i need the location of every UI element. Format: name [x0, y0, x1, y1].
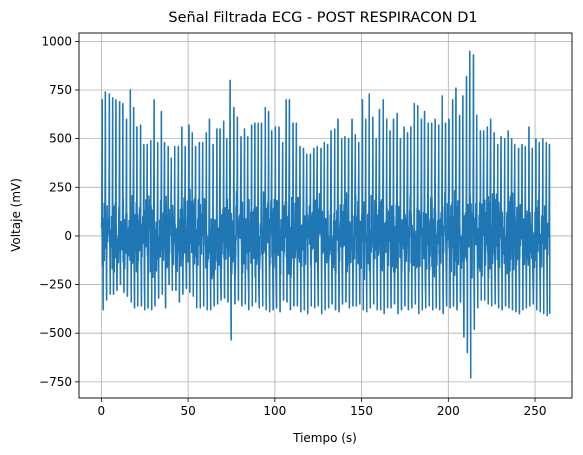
series-layer	[100, 50, 551, 379]
y-axis: −750 −500 −250 0 250 500 750 1000	[39, 34, 79, 389]
y-tick-label: 1000	[41, 34, 72, 48]
x-axis: 0 50 100 150 200 250	[98, 398, 547, 418]
x-axis-label: Tiempo (s)	[292, 431, 357, 445]
x-tick-label: 50	[180, 404, 195, 418]
plot-area	[100, 50, 551, 379]
y-tick-label: 750	[49, 83, 72, 97]
x-tick-label: 250	[524, 404, 547, 418]
y-tick-label: −750	[39, 375, 72, 389]
y-tick-label: −250	[39, 278, 72, 292]
x-tick-label: 0	[98, 404, 106, 418]
y-tick-label: 250	[49, 180, 72, 194]
x-tick-label: 200	[437, 404, 460, 418]
y-axis-label: Voltaje (mV)	[9, 178, 23, 252]
y-tick-label: 0	[64, 229, 72, 243]
x-tick-label: 150	[350, 404, 373, 418]
y-tick-label: −500	[39, 326, 72, 340]
chart-title: Señal Filtrada ECG - POST RESPIRACON D1	[168, 10, 477, 26]
axes-frame	[78, 32, 573, 399]
y-tick-label: 500	[49, 132, 72, 146]
x-tick-label: 100	[263, 404, 286, 418]
